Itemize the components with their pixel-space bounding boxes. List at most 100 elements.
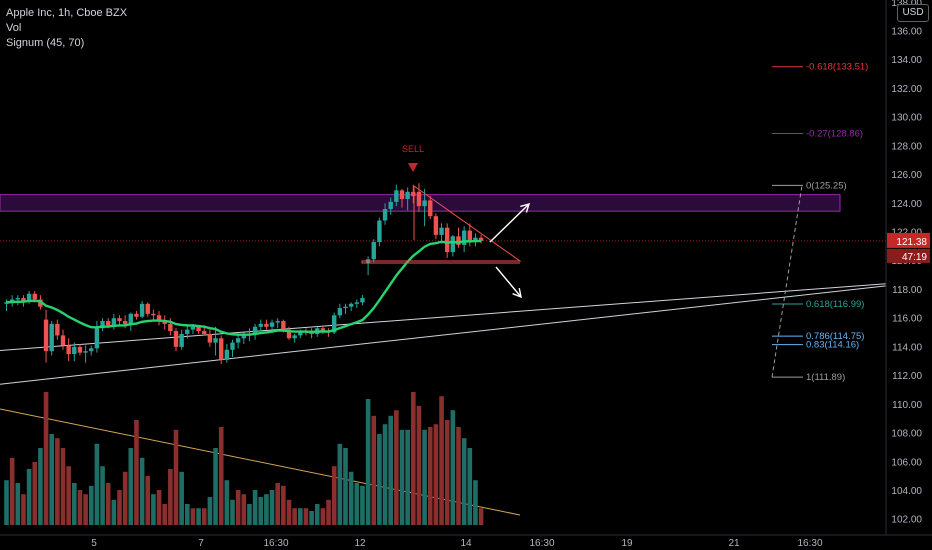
x-tick-label: 19: [621, 538, 633, 549]
candle: [478, 237, 484, 241]
volume-bar: [388, 415, 393, 525]
candle: [394, 190, 399, 202]
volume-bar: [77, 490, 83, 525]
volume-bar: [298, 508, 303, 525]
volume-bar: [365, 399, 371, 525]
candle: [213, 338, 218, 343]
candle: [134, 313, 139, 317]
candle: [77, 346, 83, 353]
candle: [337, 308, 343, 316]
candle: [139, 303, 145, 317]
volume-bar: [196, 508, 201, 525]
y-tick-label: 118.00: [892, 285, 922, 296]
currency-button[interactable]: USD: [897, 4, 929, 22]
volume-bar: [122, 471, 128, 525]
volume-bar: [207, 497, 213, 525]
candle: [43, 319, 49, 352]
volume-bar: [292, 508, 297, 525]
candle: [332, 315, 337, 333]
candle: [128, 313, 133, 324]
volume-bar: [252, 490, 258, 525]
candle: [156, 315, 162, 322]
y-tick-label: 102.00: [891, 515, 922, 526]
candle: [111, 318, 117, 326]
candle: [230, 342, 235, 350]
candle: [411, 191, 416, 197]
y-tick-label: 130.00: [891, 113, 922, 124]
candle: [207, 333, 213, 343]
volume-bar: [241, 494, 247, 525]
volume-bar: [247, 504, 252, 525]
volume-bar: [439, 396, 444, 525]
candle: [196, 326, 201, 332]
fib-label: -0.27(128.86): [806, 128, 863, 139]
volume-bar: [66, 466, 71, 525]
volume-bar: [38, 448, 43, 525]
volume-bar: [281, 485, 286, 525]
volume-bar: [9, 457, 15, 525]
candle: [286, 329, 292, 339]
candle: [428, 200, 433, 217]
y-tick-label: 116.00: [892, 314, 922, 325]
triangle-pattern: [361, 185, 522, 264]
candle: [219, 338, 224, 360]
volume-trendline: [0, 408, 521, 516]
volume-bar: [55, 438, 60, 525]
down-arrow: [495, 266, 522, 298]
candle: [190, 326, 196, 330]
volume-bar: [394, 410, 399, 525]
legend-symbol: Apple Inc, 1h, Cboe BZX: [6, 7, 128, 19]
volume-bar: [83, 494, 88, 525]
fib-label: 1(111.89): [806, 372, 845, 383]
candle: [450, 236, 456, 253]
volume-bar: [264, 494, 269, 525]
candle: [467, 230, 472, 243]
candle: [461, 230, 467, 245]
volume-bar: [26, 469, 32, 525]
volume-bar: [337, 443, 343, 525]
candle: [185, 329, 190, 334]
candle: [382, 209, 388, 221]
volume-bar: [427, 427, 433, 525]
volume-bar: [49, 434, 54, 525]
volume-bar: [173, 429, 179, 525]
volume-bar: [461, 438, 467, 525]
lower-trendline: [0, 285, 887, 385]
volume-bar: [230, 499, 235, 525]
y-tick-label: 128.00: [891, 141, 922, 152]
candle: [377, 220, 382, 243]
candle: [388, 201, 393, 210]
legend-indicator: Signum (45, 70): [6, 37, 85, 49]
candle: [371, 242, 376, 260]
candle: [15, 298, 20, 300]
volume-bar: [235, 490, 241, 525]
volume-bar: [275, 483, 280, 525]
volume-bar: [185, 504, 190, 525]
y-tick-label: 134.00: [891, 55, 922, 66]
volume-bar: [100, 466, 105, 525]
candle: [168, 323, 173, 332]
candle: [309, 332, 314, 334]
fib-label: -0.618(133.51): [806, 62, 868, 73]
x-tick-label: 16:30: [797, 538, 822, 549]
y-tick-label: 136.00: [891, 26, 922, 37]
x-tick-label: 5: [91, 538, 97, 549]
volume-bar: [433, 424, 439, 525]
volume-bar: [4, 480, 9, 525]
candle: [298, 331, 303, 336]
fib-label: 0.786(114.75): [806, 331, 864, 342]
candle: [100, 321, 105, 329]
volume-bar: [190, 508, 196, 525]
candle: [258, 323, 263, 327]
volume-bar: [326, 499, 331, 525]
candle: [202, 331, 207, 334]
volume-bar: [360, 485, 365, 525]
volume-bar: [478, 508, 484, 525]
candle: [26, 293, 32, 301]
candle: [439, 227, 444, 235]
current-price-label: 121.38: [896, 237, 927, 248]
volume-bar: [168, 469, 173, 525]
volume-bar: [258, 497, 264, 525]
candle: [94, 328, 100, 349]
